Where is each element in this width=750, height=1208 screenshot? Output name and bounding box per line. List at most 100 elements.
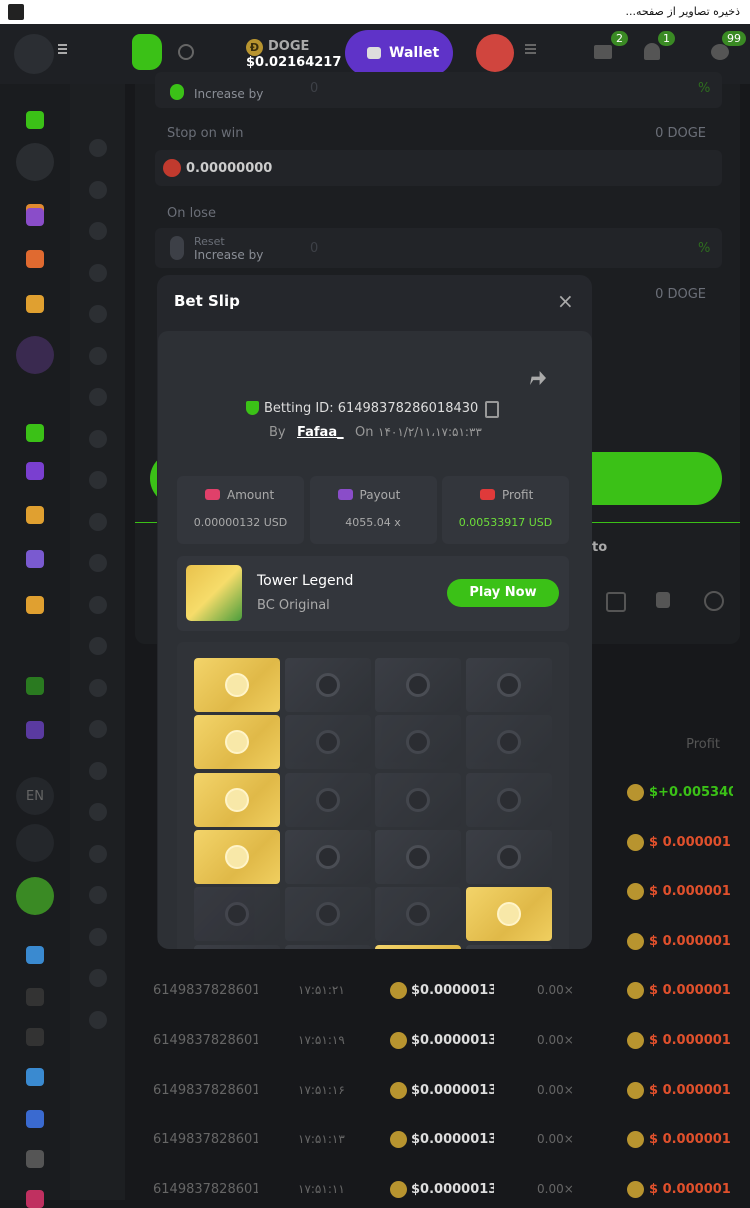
- search-icon[interactable]: [178, 44, 194, 60]
- nav-icon[interactable]: [26, 596, 44, 614]
- game-provider: BC Original: [257, 598, 330, 613]
- close-button[interactable]: ×: [557, 289, 574, 313]
- nav-icon[interactable]: [26, 550, 44, 568]
- bell-icon[interactable]: [644, 43, 660, 60]
- game-name: Tower Legend: [257, 573, 354, 589]
- slip-body: Betting ID: 61498378286018430 By Fafaa_ …: [158, 331, 592, 949]
- fair-icon[interactable]: [656, 592, 670, 608]
- mail-icon[interactable]: [594, 45, 612, 59]
- nav-icon[interactable]: [89, 595, 107, 614]
- nav-icon[interactable]: [89, 180, 107, 199]
- nav-icon[interactable]: [89, 969, 107, 987]
- support-button[interactable]: [16, 877, 54, 915]
- language-button[interactable]: [16, 777, 54, 815]
- user-link[interactable]: Fafaa_: [297, 425, 344, 440]
- tower-tile: [194, 772, 280, 827]
- doge-icon: [390, 982, 407, 1000]
- nav-icon[interactable]: [89, 927, 107, 946]
- tab-fragment[interactable]: to: [592, 540, 608, 555]
- coin-price[interactable]: $0.02164217: [246, 55, 342, 70]
- on-label: On: [355, 425, 374, 440]
- stat-card: Payout 4055.04 x: [309, 476, 437, 544]
- nav-icon[interactable]: [89, 637, 107, 655]
- nav-active[interactable]: [16, 336, 54, 374]
- chart-icon[interactable]: [606, 592, 626, 612]
- bet-time: ۱۷:۵۱:۱۱: [298, 1181, 345, 1196]
- doge-icon: [627, 833, 644, 851]
- play-now-button[interactable]: Play Now: [447, 579, 559, 607]
- bet-payout: 0.00×: [537, 1181, 574, 1196]
- tower-tile: [466, 772, 553, 827]
- nav-icon[interactable]: [89, 263, 107, 282]
- menu-icon[interactable]: [58, 48, 67, 50]
- menu-logo[interactable]: [14, 34, 54, 74]
- game-thumbnail[interactable]: [186, 565, 242, 621]
- nav-icon[interactable]: [26, 1110, 44, 1128]
- tower-grid: [177, 642, 569, 949]
- tile-coin: [406, 730, 431, 755]
- nav-icon[interactable]: [89, 886, 107, 904]
- nav-icon[interactable]: [26, 295, 44, 313]
- stop-on-win-input[interactable]: [155, 150, 722, 186]
- nav-icon[interactable]: [89, 429, 107, 448]
- chat-icon[interactable]: [711, 44, 729, 60]
- nav-icon[interactable]: [89, 844, 107, 863]
- language-label[interactable]: EN: [26, 789, 44, 804]
- nav-icon[interactable]: [89, 554, 107, 572]
- nav-icon[interactable]: [89, 388, 107, 406]
- nav-active[interactable]: [16, 143, 54, 181]
- tower-tile: [284, 658, 371, 712]
- stop-on-win-label: Stop on win: [167, 126, 244, 141]
- nav-icon[interactable]: [26, 677, 44, 695]
- nav-icon[interactable]: [89, 346, 107, 365]
- nav-icon[interactable]: [89, 1010, 107, 1029]
- nav-icon[interactable]: [26, 1028, 44, 1046]
- percent: %: [698, 241, 711, 256]
- toggle[interactable]: [170, 84, 184, 100]
- logo[interactable]: [132, 34, 162, 70]
- nav-icon[interactable]: [89, 761, 107, 780]
- nav-icon[interactable]: [26, 721, 44, 739]
- coin-name[interactable]: DOGE: [268, 39, 310, 54]
- nav-icon[interactable]: [26, 250, 44, 268]
- nav-icon[interactable]: [89, 678, 107, 697]
- nav-icon[interactable]: [89, 512, 107, 531]
- share-icon[interactable]: [530, 371, 546, 385]
- nav-icon[interactable]: [89, 222, 107, 240]
- nav-active[interactable]: [16, 824, 54, 862]
- bet-date: ۱۴۰۱/۲/۱۱،۱۷:۵۱:۳۳: [378, 425, 482, 439]
- list-icon[interactable]: [525, 48, 536, 50]
- nav-icon[interactable]: [26, 111, 44, 129]
- toggle[interactable]: [170, 236, 184, 260]
- doge-icon: [627, 1081, 644, 1099]
- nav-icon[interactable]: [89, 720, 107, 738]
- tower-tile: [466, 658, 553, 712]
- nav-icon[interactable]: [26, 1068, 44, 1086]
- tile-coin: [406, 673, 431, 697]
- nav-icon[interactable]: [26, 208, 44, 226]
- tower-tile: [284, 772, 371, 827]
- nav-icon[interactable]: [89, 803, 107, 821]
- nav-icon[interactable]: [89, 471, 107, 489]
- copy-icon[interactable]: [485, 401, 499, 418]
- nav-icon[interactable]: [26, 1150, 44, 1168]
- on-lose-input: [155, 228, 722, 268]
- doge-icon: [390, 1081, 407, 1099]
- nav-icon[interactable]: [26, 462, 44, 480]
- nav-icon[interactable]: [89, 305, 107, 323]
- wallet-button[interactable]: Wallet: [345, 30, 453, 76]
- tile-coin: [315, 730, 340, 755]
- nav-icon[interactable]: [26, 506, 44, 524]
- stat-icon: [480, 489, 495, 500]
- nav-icon[interactable]: [89, 139, 107, 157]
- help-icon[interactable]: [704, 591, 724, 611]
- nav-icon[interactable]: [26, 1190, 44, 1208]
- nav-icon[interactable]: [26, 946, 44, 964]
- nav-icon[interactable]: [26, 988, 44, 1006]
- nav-icon[interactable]: [26, 424, 44, 442]
- sidebar: EN: [0, 84, 70, 1208]
- bet-profit: $ 0.000001: [649, 934, 731, 948]
- avatar[interactable]: [476, 34, 514, 72]
- bet-profit: $ 0.000001: [649, 885, 731, 899]
- tile-coin: [225, 902, 249, 927]
